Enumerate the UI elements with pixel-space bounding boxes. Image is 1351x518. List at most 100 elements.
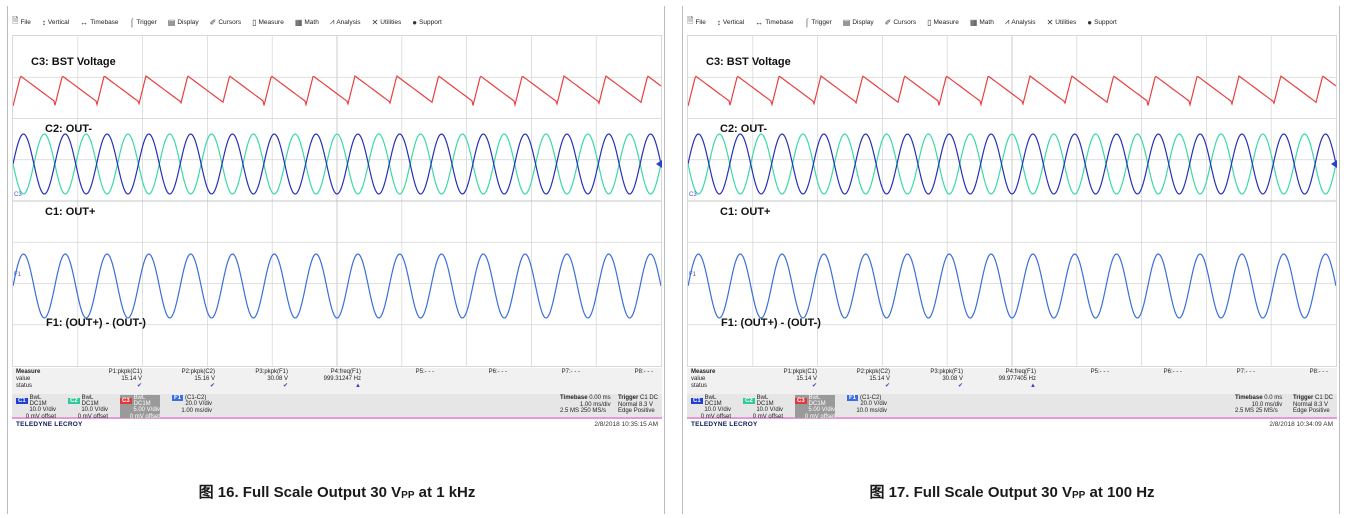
measure-ok: ▲ [355, 383, 361, 389]
menu-display[interactable]: ▤ Display [168, 18, 199, 27]
menu-vertical[interactable]: ↕ Vertical [717, 18, 744, 27]
menu-label: Trigger [811, 18, 832, 26]
channel-box-c3[interactable]: C3 BwL DC1M 5.00 V/div 0 mV offset [795, 395, 835, 420]
measure-cell-p1[interactable]: P1:pkpk(C1) 15.14 V ✔ [74, 369, 142, 390]
measure-cell-p8[interactable]: P8:- - - [1260, 369, 1328, 376]
menu-vertical[interactable]: ↕ Vertical [42, 18, 69, 27]
measure-ok: ✔ [209, 383, 215, 389]
menu-timebase[interactable]: ↔ Timebase [80, 18, 118, 27]
channel-tag: F1 [847, 395, 859, 401]
measure-name: P3:pkpk(F1) [930, 369, 963, 375]
trace-c2 [13, 133, 661, 195]
menu-trigger[interactable]: ⌠ Trigger [130, 18, 157, 27]
scope-panel-1khz: 🗎 File ↕ Vertical ↔ Timebase ⌠ Trigger ▤ Display ✐… [7, 6, 665, 514]
menu-display[interactable]: ▤ Display [843, 18, 874, 27]
timebase-delay: 0.00 ms [589, 395, 611, 401]
channel-head: C1 BwL DC1M [16, 395, 56, 407]
measure-cell-p6[interactable]: P6:- - - [439, 369, 507, 376]
measure-cell-p2[interactable]: P2:pkpk(C2) 15.16 V ✔ [147, 369, 215, 390]
channel-tag: F1 [172, 395, 184, 401]
trigger-icon: ⌠ [129, 17, 135, 27]
support-icon: ● [412, 17, 418, 27]
trigger-type: Edge [618, 408, 633, 414]
trace-c2 [688, 133, 1336, 195]
measure-cell-p1[interactable]: P1:pkpk(C1) 15.14 V ✔ [749, 369, 817, 390]
menu-cursors[interactable]: ✐ Cursors [885, 18, 916, 27]
channel-mode: BwL DC1M [808, 395, 826, 407]
measure-cell-p3[interactable]: P3:pkpk(F1) 30.08 V ✔ [220, 369, 288, 390]
caption-suffix: at 1 kHz [414, 484, 476, 501]
channel-box-c2[interactable]: C2 BwL DC1M 10.0 V/div 0 mV offset [68, 395, 108, 420]
menu-math[interactable]: ▦ Math [970, 18, 994, 27]
measure-icon: ▯ [252, 17, 257, 27]
menu-label: Math [979, 18, 994, 26]
menu-analysis[interactable]: ⩘ Analysis [1005, 17, 1036, 27]
timebase-tdiv: 1.00 ms/div [579, 401, 611, 408]
c3-offset-marker[interactable]: C3 [14, 192, 22, 198]
menu-file[interactable]: 🗎 File [687, 15, 706, 29]
trigger-level-icon[interactable] [1331, 160, 1337, 168]
menu-utilities[interactable]: ✕ Utilities [372, 18, 402, 27]
trigger-mode-row: Normal 8.3 V [1293, 402, 1333, 409]
trigger-box[interactable]: Trigger C1 DC Normal 8.3 V Edge Positive [1293, 395, 1333, 415]
menu-measure[interactable]: ▯ Measure [927, 18, 959, 27]
menu-file[interactable]: 🗎 File [12, 15, 31, 29]
menu-measure[interactable]: ▯ Measure [252, 18, 284, 27]
trigger-box[interactable]: Trigger C1 DC Normal 8.3 V Edge Positive [618, 395, 658, 415]
brand-logo: TELEDYNE LECROY [16, 421, 83, 428]
measure-cell-p6[interactable]: P6:- - - [1114, 369, 1182, 376]
c3-offset-marker[interactable]: C3 [689, 192, 697, 198]
trigger-head: Trigger C1 DC [618, 395, 658, 402]
measure-cell-p8[interactable]: P8:- - - [585, 369, 653, 376]
label-c3: C3: BST Voltage [706, 56, 791, 68]
channel-box-f1[interactable]: F1 (C1-C2) 20.0 V/div 1.00 ms/div [172, 395, 212, 418]
measure-cell-p3[interactable]: P3:pkpk(F1) 30.08 V ✔ [895, 369, 963, 390]
menu-support[interactable]: ● Support [1087, 18, 1117, 27]
timebase-rate: 25 MS/s [1255, 408, 1278, 414]
menu-timebase[interactable]: ↔ Timebase [755, 18, 793, 27]
menu-label: Analysis [336, 18, 361, 26]
menu-label: Utilities [380, 18, 402, 26]
channel-mode: BwL DC1M [704, 395, 722, 407]
trigger-mode: Normal [618, 401, 638, 408]
channel-box-f1[interactable]: F1 (C1-C2) 20.0 V/div 10.0 ms/div [847, 395, 887, 418]
timestamp: 2/8/2018 10:35:15 AM [594, 421, 658, 428]
timebase-box[interactable]: Timebase 0.0 ms 10.0 ms/div 2.5 MS 25 MS/s [1235, 395, 1282, 415]
channel-box-c2[interactable]: C2 BwL DC1M 10.0 V/div 0 mV offset [743, 395, 783, 420]
channel-box-c1[interactable]: C1 BwL DC1M 10.0 V/div 0 mV offset [16, 395, 56, 420]
menu-label: Math [304, 18, 319, 26]
measure-name: P5:- - - [1090, 369, 1109, 375]
menu-analysis[interactable]: ⩘ Analysis [330, 17, 361, 27]
f1-offset-marker[interactable]: F1 [689, 272, 697, 278]
measure-name: P8:- - - [634, 369, 653, 375]
measure-cell-p7[interactable]: P7:- - - [1187, 369, 1255, 376]
trigger-head: Trigger C1 DC [1293, 395, 1333, 402]
waveform-display[interactable]: C3: BST Voltage C2: OUT- C1: OUT+ F1: (O… [687, 35, 1337, 367]
menu-math[interactable]: ▦ Math [295, 18, 319, 27]
trigger-level: 8.3 V [639, 401, 654, 408]
channel-box-c3[interactable]: C3 BwL DC1M 5.00 V/div 0 mV offset [120, 395, 160, 420]
label-c1: C1: OUT+ [45, 206, 96, 218]
channel-settings-bar: C1 BwL DC1M 10.0 V/div 0 mV offset C2 BwL DC1… [687, 394, 1337, 420]
menu-support[interactable]: ● Support [412, 18, 442, 27]
timebase-box[interactable]: Timebase 0.00 ms 1.00 ms/div 2.5 MS 250 MS… [560, 395, 611, 415]
timebase-head: Timebase 0.00 ms [560, 395, 611, 402]
measure-cell-p7[interactable]: P7:- - - [512, 369, 580, 376]
trigger-level-icon[interactable] [656, 160, 662, 168]
menu-utilities[interactable]: ✕ Utilities [1047, 18, 1077, 27]
measure-cell-p5[interactable]: P5:- - - [1041, 369, 1109, 376]
measure-cell-p4[interactable]: P4:freq(F1) 99.977405 Hz ▲ [968, 369, 1036, 390]
channel-box-c1[interactable]: C1 BwL DC1M 10.0 V/div 0 mV offset [691, 395, 731, 420]
timestamp: 2/8/2018 10:34:09 AM [1269, 421, 1333, 428]
menu-cursors[interactable]: ✐ Cursors [210, 18, 241, 27]
measure-cell-p5[interactable]: P5:- - - [366, 369, 434, 376]
waveform-display[interactable]: C3: BST Voltage C2: OUT- C1: OUT+ F1: (O… [12, 35, 662, 367]
f1-offset-marker[interactable]: F1 [14, 272, 22, 278]
measure-table: Measure value status P1:pkpk(C1) 15.14 V ✔… [687, 368, 1337, 394]
measure-name: P4:freq(F1) [330, 369, 361, 375]
measure-ok: ▲ [1030, 383, 1036, 389]
menu-trigger[interactable]: ⌠ Trigger [805, 18, 832, 27]
measure-name: P6:- - - [488, 369, 507, 375]
measure-cell-p2[interactable]: P2:pkpk(C2) 15.14 V ✔ [822, 369, 890, 390]
measure-cell-p4[interactable]: P4:freq(F1) 999.31247 Hz ▲ [293, 369, 361, 390]
